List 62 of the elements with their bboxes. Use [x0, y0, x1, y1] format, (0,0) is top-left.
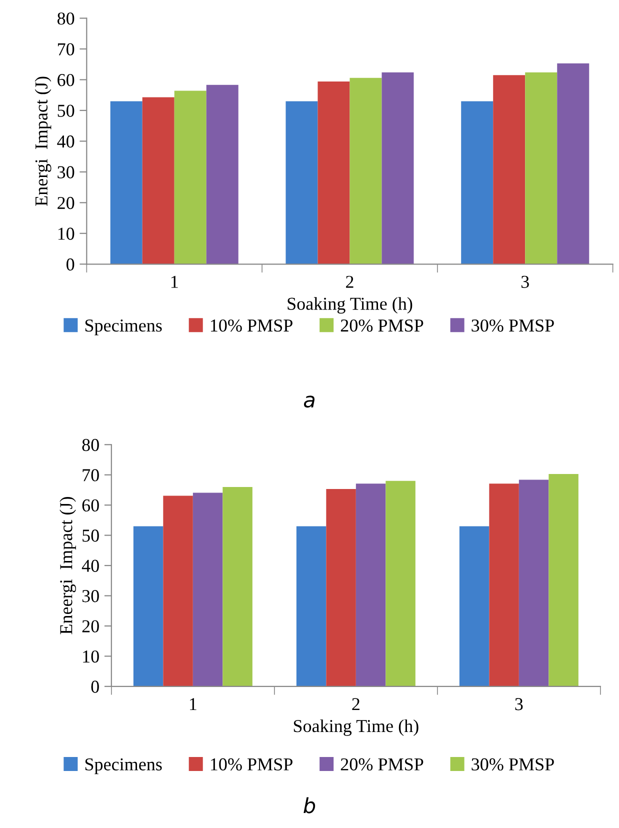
- bar: [326, 489, 356, 686]
- legend-label: 10% PMSP: [210, 319, 292, 332]
- x-tick-label: 2: [346, 276, 354, 288]
- legend-label: 20% PMSP: [340, 758, 424, 771]
- y-tick-label: 50: [58, 104, 74, 117]
- legend-label: Specimens: [85, 758, 162, 774]
- y-tick-label: 80: [57, 12, 74, 25]
- y-tick-label: 60: [58, 74, 74, 86]
- y-tick-label: 0: [66, 258, 74, 271]
- bar: [356, 484, 386, 686]
- bar: [110, 101, 142, 264]
- bar: [461, 101, 494, 264]
- bar: [382, 72, 414, 264]
- bar: [518, 480, 549, 686]
- y-tick-label: 0: [91, 680, 99, 693]
- y-tick-label: 30: [58, 166, 74, 178]
- y-tick-label: 40: [57, 135, 74, 148]
- legend-label: 10% PMSP: [210, 758, 292, 771]
- y-axis-title: Energi Impact (J): [34, 76, 52, 206]
- bar: [489, 484, 519, 686]
- bar: [386, 480, 416, 686]
- y-tick-label: 70: [82, 469, 99, 482]
- bar: [525, 72, 558, 264]
- y-tick-label: 70: [58, 43, 74, 56]
- x-tick-label: 3: [515, 698, 523, 710]
- x-tick-label: 3: [521, 276, 529, 288]
- bar: [493, 75, 526, 264]
- bar: [557, 63, 590, 264]
- bar: [174, 90, 206, 264]
- legend-label: 30% PMSP: [472, 319, 554, 332]
- legend-label: 20% PMSP: [340, 319, 424, 332]
- bar: [192, 492, 223, 686]
- bar: [163, 496, 193, 686]
- legend-label: Specimens: [85, 320, 162, 336]
- bar: [133, 526, 164, 686]
- bar: [459, 526, 490, 686]
- x-tick-label: 1: [171, 276, 178, 288]
- y-tick-label: 20: [82, 620, 99, 632]
- bar: [318, 82, 350, 264]
- x-axis-title: Soaking Time (h): [294, 719, 418, 736]
- y-tick-label: 50: [82, 530, 99, 542]
- text: b: [304, 797, 316, 814]
- bar: [296, 526, 326, 686]
- bar: [548, 474, 578, 686]
- bar: [286, 101, 318, 264]
- x-tick-label: 2: [352, 698, 360, 710]
- y-tick-label: 60: [82, 499, 99, 512]
- text: a: [304, 396, 315, 408]
- x-tick-label: 1: [190, 698, 196, 710]
- bar: [222, 486, 252, 686]
- y-tick-label: 20: [58, 196, 74, 210]
- x-axis-title: Soaking Time (h): [288, 297, 412, 314]
- y-tick-label: 80: [82, 438, 99, 452]
- bar: [350, 78, 382, 264]
- y-tick-label: 30: [82, 590, 99, 602]
- y-axis-title: Eneergi Impact (J): [60, 497, 76, 634]
- bar: [142, 97, 174, 264]
- legend-label: 30% PMSP: [472, 758, 554, 771]
- y-tick-label: 10: [58, 228, 74, 240]
- y-tick-label: 40: [82, 560, 99, 572]
- bar: [206, 84, 238, 264]
- y-tick-label: 10: [83, 650, 99, 663]
